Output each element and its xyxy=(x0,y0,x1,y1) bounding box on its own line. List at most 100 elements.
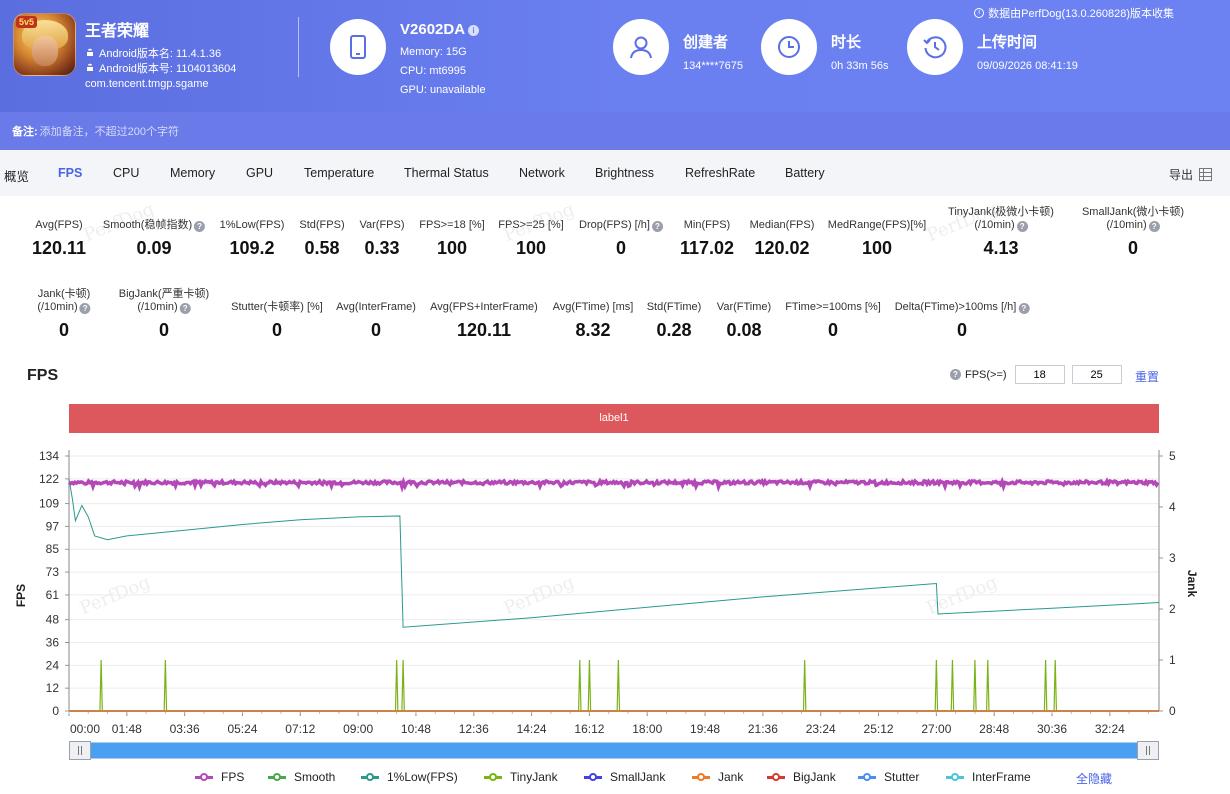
tab-overview[interactable]: 概览 xyxy=(4,170,30,184)
y-tick-label: 0 xyxy=(52,704,59,718)
legend-swatch xyxy=(946,773,964,781)
remark-input[interactable]: 添加备注，不超过200个字符 xyxy=(39,126,180,138)
duration-value: 0h 33m 56s xyxy=(831,60,889,72)
metric-median-fps: Median(FPS) 120.02 xyxy=(750,219,815,259)
creator-label: 创建者 xyxy=(683,34,729,51)
tinyjank-spike xyxy=(163,659,168,712)
metric-avg-interframe: Avg(InterFrame) 0 xyxy=(336,301,416,341)
help-icon[interactable]: ? xyxy=(1018,303,1030,314)
tab-temperature[interactable]: Temperature xyxy=(304,166,375,180)
device-cpu: CPU: mt6995 xyxy=(400,65,467,77)
metric-fps-18: FPS>=18 [%] 100 xyxy=(419,219,484,259)
fps-threshold-input-1[interactable] xyxy=(1014,365,1065,384)
export-button[interactable]: 导出 xyxy=(1169,166,1212,183)
metric-label: FTime>=100ms [%] xyxy=(785,301,881,313)
tab-cpu[interactable]: CPU xyxy=(113,166,140,180)
help-icon[interactable]: ? xyxy=(1016,221,1028,232)
tinyjank-spike xyxy=(973,659,977,712)
table-icon xyxy=(1199,168,1212,181)
tab-refreshrate[interactable]: RefreshRate xyxy=(685,166,756,180)
tinyjank-spike xyxy=(401,659,405,712)
y-axis-title: FPS xyxy=(14,584,28,607)
reset-button[interactable]: 重置 xyxy=(1135,370,1160,384)
legend-swatch xyxy=(195,773,213,781)
tab-fps[interactable]: FPS xyxy=(58,166,83,180)
metric-label: Drop(FPS) [/h] xyxy=(579,219,650,231)
y2-tick-label: 5 xyxy=(1169,449,1176,463)
metric-std-fps: Std(FPS) 0.58 xyxy=(299,219,344,259)
metric-label: FPS>=18 [%] xyxy=(419,219,485,231)
legend-item[interactable]: 1%Low(FPS) xyxy=(361,770,458,784)
range-slider-left-handle[interactable] xyxy=(69,741,91,760)
metric-label: SmallJank(微小卡顿) xyxy=(1081,206,1185,218)
tab-thermal-status[interactable]: Thermal Status xyxy=(404,166,489,180)
legend-item[interactable]: InterFrame xyxy=(946,770,1031,784)
series-line-1-low-fps xyxy=(68,478,1160,628)
help-icon[interactable]: ? xyxy=(651,221,663,232)
metric-label-unit: (/10min) xyxy=(137,301,178,313)
remark-label: 备注: xyxy=(12,126,38,138)
device-info-icon[interactable]: i xyxy=(468,24,480,36)
tinyjank-spike xyxy=(616,659,621,712)
metric-label-unit: (/10min) xyxy=(1106,219,1147,231)
metric-std-ftime: Std(FTime) 0.28 xyxy=(647,301,702,341)
legend-item[interactable]: TinyJank xyxy=(484,770,558,784)
device-gpu: GPU: unavailable xyxy=(400,84,486,96)
range-slider-right-handle[interactable] xyxy=(1137,741,1159,760)
range-slider-track[interactable] xyxy=(69,742,1159,759)
metric-value: 117.02 xyxy=(679,238,735,258)
tab-gpu[interactable]: GPU xyxy=(246,166,274,180)
legend-item[interactable]: SmallJank xyxy=(584,770,665,784)
label-band[interactable]: label1 xyxy=(69,404,1159,433)
tab-battery[interactable]: Battery xyxy=(785,166,825,180)
metric-label: Smooth(稳帧指数) xyxy=(102,219,193,231)
metric-value: 0 xyxy=(956,320,968,340)
help-icon[interactable]: ? xyxy=(179,303,191,314)
legend-item[interactable]: Smooth xyxy=(268,770,335,784)
help-icon[interactable]: ? xyxy=(79,303,91,314)
app-name: 王者荣耀 xyxy=(85,23,150,40)
metric-label-unit: (/10min) xyxy=(974,219,1015,231)
metric-tinyjank: TinyJank(极微小卡顿) (/10min)? 4.13 xyxy=(948,206,1054,259)
y-tick-label: 73 xyxy=(46,565,60,579)
metric-value: 120.11 xyxy=(456,320,512,340)
tab-network[interactable]: Network xyxy=(519,166,565,180)
x-tick-label: 30:36 xyxy=(1037,722,1067,736)
help-icon[interactable]: ? xyxy=(950,369,961,380)
metric-smooth: Smooth(稳帧指数)? 0.09 xyxy=(102,219,206,259)
fps-threshold-input-2[interactable] xyxy=(1071,365,1122,384)
tab-memory[interactable]: Memory xyxy=(170,166,216,180)
metric-label: Delta(FTime)>100ms [/h] xyxy=(894,301,1017,313)
legend-label: Stutter xyxy=(884,770,920,784)
upload-value: 09/09/2026 08:41:19 xyxy=(977,60,1078,72)
y2-tick-label: 2 xyxy=(1169,602,1176,616)
legend-swatch xyxy=(767,773,785,781)
help-icon[interactable]: ? xyxy=(194,221,206,232)
tinyjank-spike xyxy=(985,659,990,712)
info-icon: i xyxy=(974,8,985,18)
legend-label: InterFrame xyxy=(972,770,1031,784)
legend-item[interactable]: Stutter xyxy=(858,770,919,784)
help-icon[interactable]: ? xyxy=(1148,221,1160,232)
legend-item[interactable]: BigJank xyxy=(767,770,836,784)
tinyjank-spike xyxy=(1053,659,1058,712)
tab-brightness[interactable]: Brightness xyxy=(595,166,655,180)
x-tick-label: 23:24 xyxy=(806,722,836,736)
tinyjank-spike xyxy=(802,659,807,712)
legend-label: TinyJank xyxy=(510,770,558,784)
remark-bar[interactable]: 备注: 添加备注，不超过200个字符 xyxy=(0,112,1230,150)
app-package: com.tencent.tmgp.sgame xyxy=(85,78,209,90)
metric-value: 100 xyxy=(861,238,893,258)
series-line-fps xyxy=(67,476,1160,493)
hide-all-button[interactable]: 全隐藏 xyxy=(1076,772,1113,786)
x-tick-label: 00:00 xyxy=(70,722,100,736)
legend-item[interactable]: FPS xyxy=(195,770,244,784)
x-tick-label: 27:00 xyxy=(921,722,951,736)
legend-item[interactable]: Jank xyxy=(692,770,743,784)
legend-label: Jank xyxy=(718,770,744,784)
metric-value: 120.02 xyxy=(754,238,810,258)
duration-icon-circle xyxy=(761,19,817,75)
metric-value: 120.11 xyxy=(31,238,87,258)
legend-swatch xyxy=(692,773,710,781)
